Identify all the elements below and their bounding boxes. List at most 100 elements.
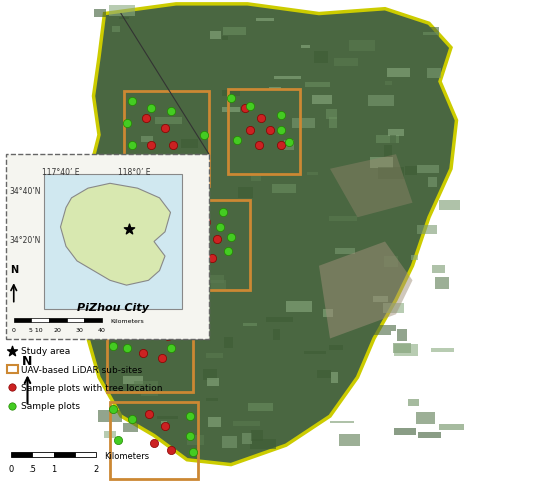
Bar [258,202,284,207]
Bar [248,403,273,411]
Bar [180,184,195,195]
Bar [284,141,294,150]
Bar [44,174,182,310]
Bar [431,348,454,352]
Bar [222,108,240,113]
Bar [373,296,388,302]
Point [144,330,153,338]
Point [166,345,175,352]
Bar [222,91,240,97]
Bar [110,402,198,479]
Point [185,432,194,439]
Bar [330,421,354,424]
Bar [228,90,300,174]
Point [166,446,175,454]
Bar [334,249,355,255]
Point [114,437,123,444]
Bar [339,434,360,446]
Bar [124,92,209,186]
Point [224,248,233,256]
Text: 118°0’ E: 118°0’ E [118,167,151,177]
Point [152,316,161,323]
Bar [11,453,32,457]
Point [125,226,134,234]
Bar [411,256,418,260]
Point [265,127,274,135]
Bar [14,318,31,322]
Point [122,345,131,352]
Point [136,308,145,316]
Bar [222,437,236,448]
Bar [84,318,102,322]
Bar [211,281,226,289]
Bar [119,18,129,20]
Bar [54,453,75,457]
Point [108,342,117,350]
Bar [243,324,257,327]
Bar [251,175,261,182]
Bar [432,265,445,274]
Bar [384,146,392,157]
Point [227,233,235,241]
Polygon shape [330,155,412,218]
Point [232,136,241,144]
Point [218,209,227,217]
Bar [94,11,106,18]
Bar [339,236,356,243]
Bar [435,277,449,289]
Point [158,354,167,362]
Bar [408,400,419,406]
Bar [7,365,18,373]
Point [8,347,16,355]
Text: 20: 20 [54,328,62,333]
Bar [224,337,233,349]
Bar [304,351,326,354]
Bar [199,403,210,412]
Bar [208,418,221,427]
Bar [157,416,178,419]
Text: 2: 2 [94,464,99,473]
Point [213,236,222,243]
Bar [301,46,311,49]
Bar [123,376,143,384]
Point [128,98,136,106]
Bar [272,185,296,194]
Bar [376,136,399,144]
Bar [393,344,411,354]
Point [207,255,216,263]
Point [163,333,172,340]
Bar [6,155,209,339]
Point [194,233,202,241]
Point [246,103,255,110]
Text: N: N [10,265,18,275]
Bar [421,28,439,39]
Text: Kilometers: Kilometers [110,318,144,323]
Bar [186,435,204,445]
Bar [368,95,394,107]
Bar [108,6,135,17]
Bar [211,32,221,40]
Bar [104,431,116,439]
Bar [428,178,437,188]
Point [183,170,191,178]
Bar [438,424,464,430]
Bar [398,330,407,341]
Point [166,306,175,314]
Bar [387,69,410,78]
Bar [151,216,161,220]
Point [147,105,156,113]
Bar [155,118,182,124]
Bar [175,302,189,312]
Bar [251,430,263,441]
Text: 0: 0 [12,328,16,333]
Bar [383,303,404,314]
Bar [326,109,337,120]
Bar [418,433,441,438]
Point [141,115,150,122]
Bar [307,173,318,175]
Bar [390,135,396,145]
Bar [236,114,262,122]
Bar [135,302,142,304]
Point [188,156,197,164]
Text: UAV-based LiDAR sub-sites: UAV-based LiDAR sub-sites [21,365,142,374]
